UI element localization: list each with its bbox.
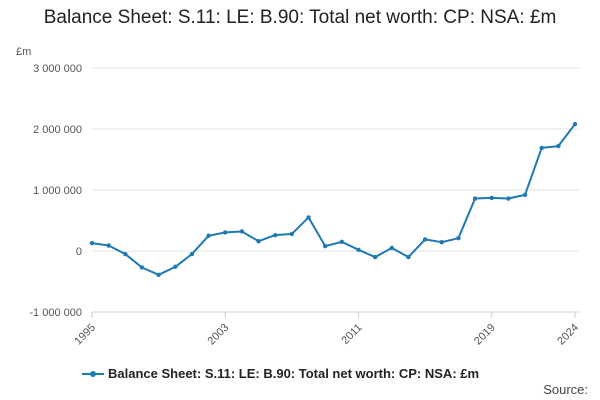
data-point <box>539 145 544 151</box>
data-point <box>239 229 245 234</box>
legend-swatch <box>82 369 104 379</box>
legend[interactable]: Balance Sheet: S.11: LE: B.90: Total net… <box>82 366 479 381</box>
y-tick-label: 3 000 000 <box>33 63 82 75</box>
data-point <box>389 245 394 251</box>
data-point <box>256 239 261 244</box>
data-point <box>572 121 578 127</box>
y-tick-label: 1 000 000 <box>33 185 82 197</box>
source-label: Source: <box>543 382 588 397</box>
data-point <box>173 264 178 270</box>
x-tick-label: 2003 <box>206 322 232 348</box>
y-tick-label: -1 000 000 <box>29 307 82 319</box>
y-axis-ticks: -1 000 000 0 1 000 000 2 000 000 3 000 000 <box>29 63 82 319</box>
data-point <box>289 231 295 237</box>
data-point <box>139 265 145 270</box>
data-point <box>356 247 361 252</box>
data-point <box>156 272 161 277</box>
x-tick-label: 1995 <box>72 322 98 348</box>
data-point <box>406 254 411 260</box>
data-point <box>422 237 428 242</box>
x-axis: 1995 2003 2011 2019 2024 <box>72 311 581 348</box>
data-point <box>472 196 478 201</box>
legend-label: Balance Sheet: S.11: LE: B.90: Total net… <box>108 366 480 381</box>
y-axis-unit: £m <box>16 46 32 58</box>
x-tick-label: 2024 <box>555 322 581 348</box>
data-point <box>439 239 444 245</box>
data-point <box>206 233 211 238</box>
x-tick-label: 2011 <box>339 322 364 347</box>
data-point <box>123 251 128 257</box>
data-point <box>306 215 311 220</box>
series-line <box>91 123 576 276</box>
y-tick-label: 2 000 000 <box>33 124 82 136</box>
y-tick-label: 0 <box>76 246 82 258</box>
data-point <box>89 240 95 246</box>
data-point <box>372 254 378 260</box>
data-point <box>322 243 328 249</box>
data-point <box>489 195 494 201</box>
data-point <box>522 192 528 198</box>
series-layer <box>89 121 578 277</box>
data-point <box>273 232 278 238</box>
data-point <box>189 251 195 257</box>
data-point <box>339 239 345 245</box>
data-point <box>506 196 511 201</box>
grid-lines <box>92 67 579 313</box>
x-tick-label: 2019 <box>472 322 498 348</box>
data-point <box>106 243 111 248</box>
data-point <box>456 235 461 241</box>
chart-title: Balance Sheet: S.11: LE: B.90: Total net… <box>43 7 557 28</box>
data-point <box>556 143 561 149</box>
data-point <box>223 230 228 235</box>
